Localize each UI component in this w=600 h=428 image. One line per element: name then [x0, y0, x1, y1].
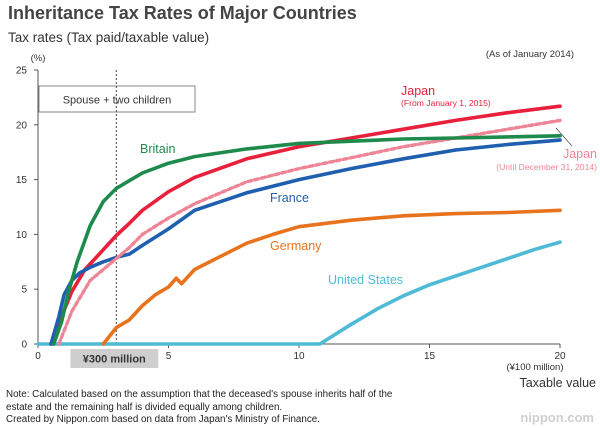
series-line-japan — [49, 104, 562, 346]
x-tick-label: 0 — [35, 351, 41, 362]
series-label-japan-old: Japan — [563, 147, 597, 161]
y-tick-label: 10 — [16, 230, 28, 241]
series-line-germany — [101, 208, 562, 346]
y-unit-label: (%) — [31, 53, 46, 64]
series-line-japan-old — [57, 118, 562, 346]
y-tick-label: 5 — [21, 285, 27, 296]
chart-subtitle: Tax rates (Tax paid/taxable value) — [8, 30, 210, 45]
series-label-japan-new: Japan — [401, 84, 435, 98]
note-line-1: Note: Calculated based on the assumption… — [6, 389, 393, 400]
x-axis-label: Taxable value — [520, 376, 596, 390]
japan-old-leader-line — [555, 127, 573, 147]
scenario-box — [38, 85, 196, 113]
series-label-germany: Germany — [270, 239, 322, 253]
chart-title: Inheritance Tax Rates of Major Countries — [8, 3, 357, 23]
y-tick-label: 15 — [16, 175, 28, 186]
series-label-britain: Britain — [140, 142, 175, 156]
series-line-united-states — [36, 240, 562, 346]
reference-label-box — [70, 349, 159, 368]
series-label-united-states: United States — [328, 273, 403, 287]
watermark-logo: nippon.com — [520, 410, 594, 425]
note-line-2: estate and the remaining half is divided… — [6, 401, 283, 413]
x-tick-label: 15 — [424, 351, 436, 362]
y-tick-label: 0 — [21, 340, 27, 351]
axes: 0 5 10 15 20 25 0 5 10 15 20 — [16, 66, 566, 363]
scenario-label: Spouse + two children — [63, 95, 172, 107]
footnotes: Note: Calculated based on the assumption… — [6, 389, 392, 427]
series-label-france: France — [270, 191, 309, 205]
as-of-note: (As of January 2014) — [485, 49, 574, 60]
x-tick-label: 10 — [293, 351, 305, 362]
reference-line-group: ¥300 million — [70, 70, 159, 368]
series-sublabel-japan-new: (From January 1, 2015) — [401, 98, 491, 108]
series-lines — [36, 104, 562, 346]
x-tick-label: 20 — [554, 351, 566, 362]
x-unit-label: (¥100 million) — [506, 362, 563, 373]
y-tick-label: 20 — [16, 120, 28, 131]
note-line-3: Created by Nippon.com based on data from… — [6, 414, 320, 426]
y-tick-label: 25 — [16, 66, 28, 77]
x-tick-label: 5 — [166, 351, 172, 362]
reference-label: ¥300 million — [83, 354, 146, 366]
series-sublabel-japan-old: (Until December 31, 2014) — [496, 162, 597, 172]
series-line-britain — [51, 134, 562, 346]
